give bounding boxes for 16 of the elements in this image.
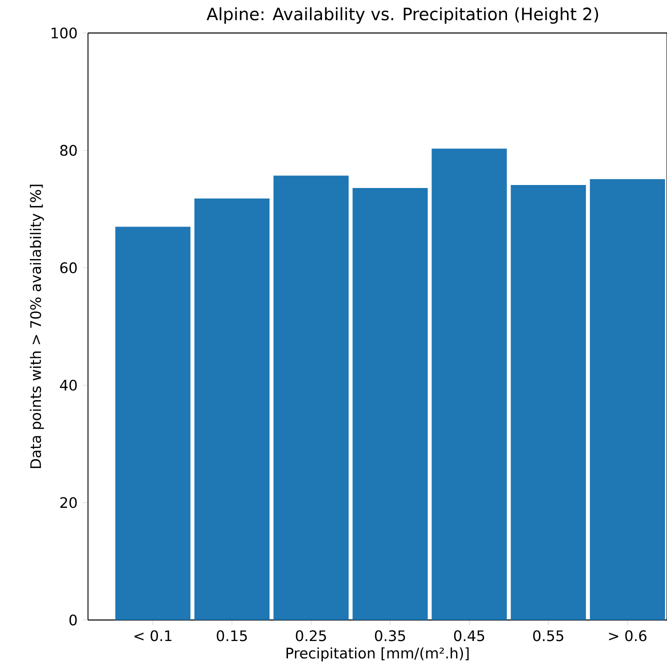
x-tick-label: 0.45	[454, 630, 484, 642]
y-tick-label: 20	[60, 497, 77, 508]
x-tick-label: 0.55	[533, 630, 564, 642]
x-tick-label: > 0.6	[609, 630, 646, 642]
y-tick-label: 100	[52, 28, 77, 38]
y-tick-label: 60	[60, 262, 77, 274]
x-tick-label: < 0.1	[134, 630, 172, 642]
y-axis-title: Data points with > 70% availability [%]	[30, 184, 44, 468]
y-tick-label: 80	[60, 144, 77, 156]
x-tick-label: 0.25	[296, 630, 326, 642]
chart-title: Alpine: Availability vs. Precipitation (Height 2)	[206, 7, 598, 24]
y-tick-label: 40	[60, 380, 77, 391]
x-tick-label: 0.15	[216, 630, 247, 642]
y-tick-label: 0	[69, 614, 77, 626]
x-tick-label: 0.35	[374, 630, 406, 642]
x-axis-title: Precipitation [mm/(m².h)]	[286, 647, 469, 662]
